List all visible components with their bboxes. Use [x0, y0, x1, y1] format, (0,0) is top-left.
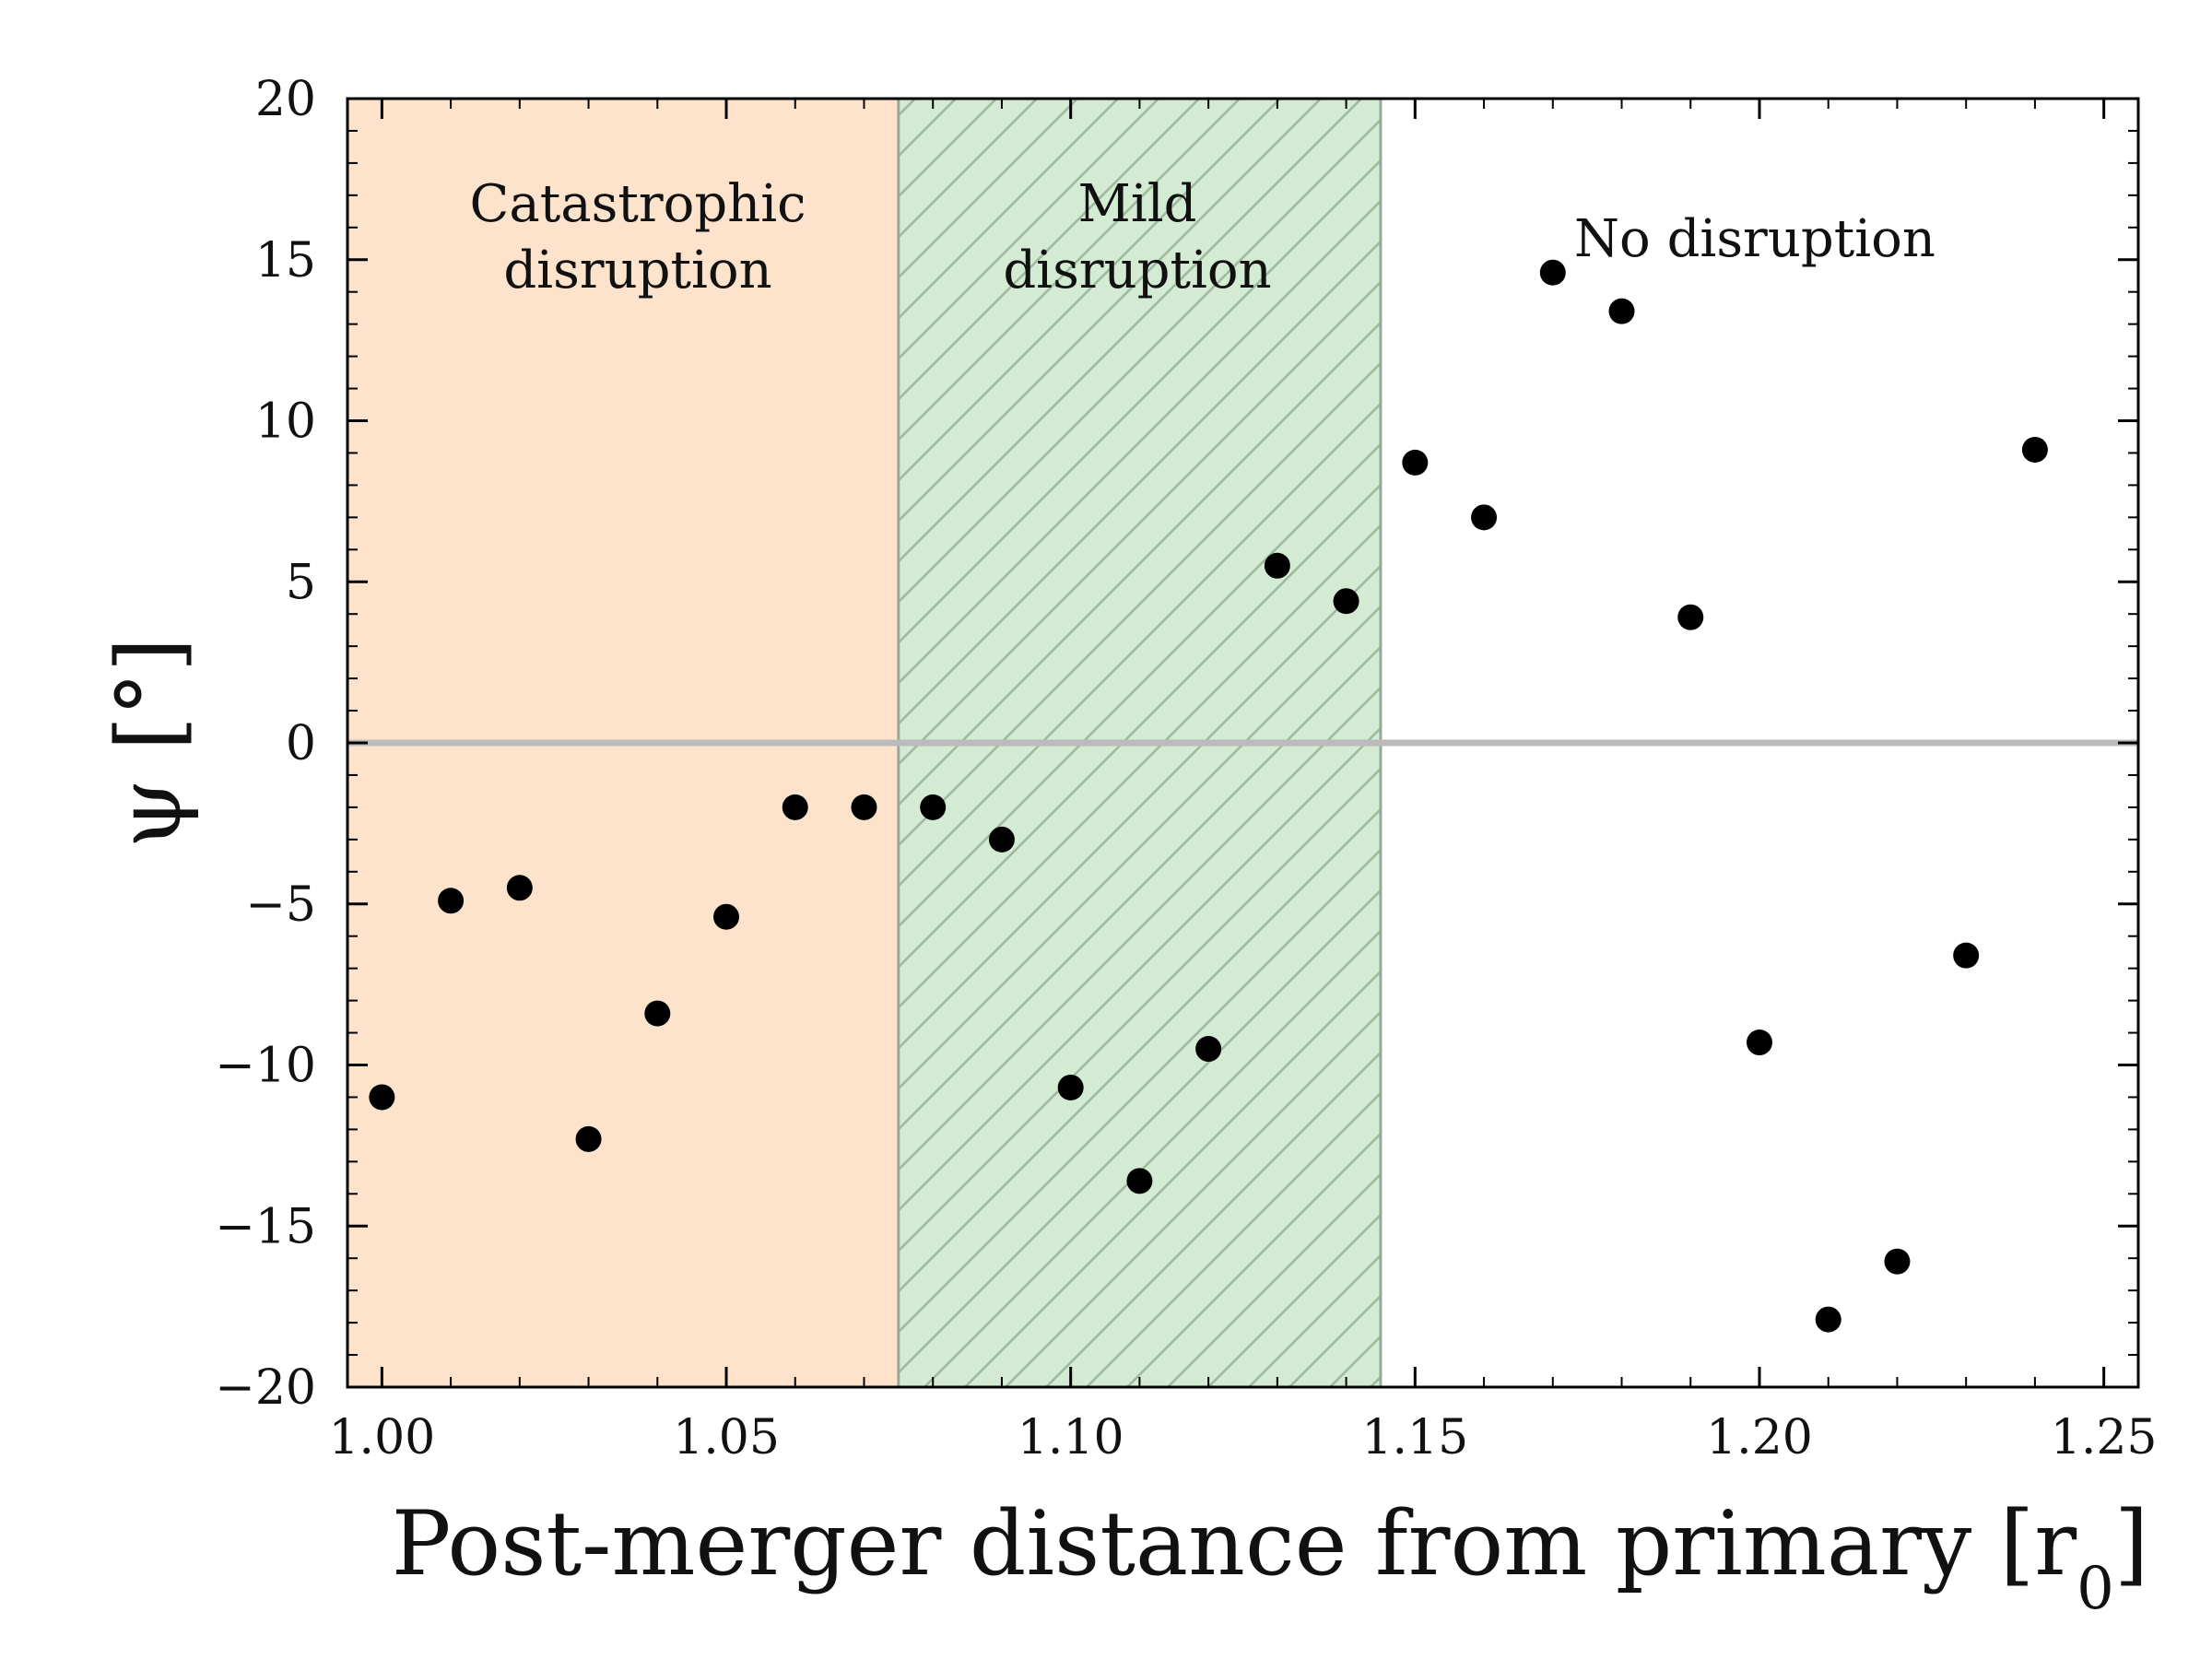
x-tick-label: 1.25: [2051, 1410, 2158, 1465]
data-point-6: [782, 794, 808, 820]
data-point-21: [1815, 1306, 1841, 1333]
x-axis-label: Post-merger distance from primary [r0]: [392, 1492, 2149, 1623]
y-tick-label: 5: [286, 555, 316, 610]
y-tick-label: −10: [215, 1039, 316, 1094]
data-point-0: [369, 1084, 395, 1111]
data-point-23: [1953, 942, 1980, 969]
y-tick-label: −20: [215, 1360, 316, 1416]
y-tick-label: 0: [286, 716, 316, 771]
data-point-3: [575, 1125, 602, 1152]
data-point-8: [920, 794, 947, 820]
x-tick-label: 1.05: [673, 1410, 780, 1465]
data-point-15: [1402, 449, 1429, 476]
data-point-12: [1195, 1036, 1222, 1063]
x-tick-label: 1.10: [1018, 1410, 1124, 1465]
data-point-20: [1746, 1030, 1772, 1056]
data-point-4: [644, 1000, 671, 1027]
data-point-10: [1057, 1074, 1084, 1100]
data-point-24: [2021, 436, 2048, 463]
data-point-5: [713, 903, 740, 930]
y-axis-label: ψ [°]: [98, 638, 201, 849]
data-points: [369, 259, 2048, 1333]
y-tick-label: −5: [245, 877, 316, 933]
x-tick-label: 1.15: [1361, 1410, 1468, 1465]
region-0-label: Catastrophic disruption: [469, 174, 806, 300]
data-point-22: [1884, 1248, 1911, 1275]
data-point-1: [438, 888, 465, 914]
data-point-9: [988, 826, 1015, 853]
x-tick-label: 1.20: [1706, 1410, 1813, 1465]
data-point-7: [851, 794, 877, 820]
data-point-11: [1126, 1168, 1153, 1194]
data-point-13: [1264, 552, 1290, 579]
data-point-2: [506, 875, 533, 901]
data-point-16: [1471, 504, 1498, 531]
axis-labels: Post-merger distance from primary [r0] ψ…: [98, 638, 2148, 1623]
y-tick-label: 10: [255, 394, 316, 450]
x-tick-label: 1.00: [328, 1410, 435, 1465]
data-point-18: [1608, 298, 1635, 324]
data-point-14: [1333, 588, 1359, 615]
region-1-label: Mild disruption: [1003, 174, 1271, 300]
y-tick-label: 15: [255, 233, 316, 288]
y-tick-label: 20: [255, 72, 316, 127]
data-point-19: [1677, 604, 1704, 630]
data-point-17: [1539, 259, 1566, 286]
axis-ticks: 1.00 1.05 1.10 1.15 1.20 1.25 −20 −15 −10 −5 0 5 10 1…: [215, 72, 2157, 1465]
y-tick-label: −15: [215, 1199, 316, 1254]
region-2-label: No disruption: [1574, 209, 1936, 269]
